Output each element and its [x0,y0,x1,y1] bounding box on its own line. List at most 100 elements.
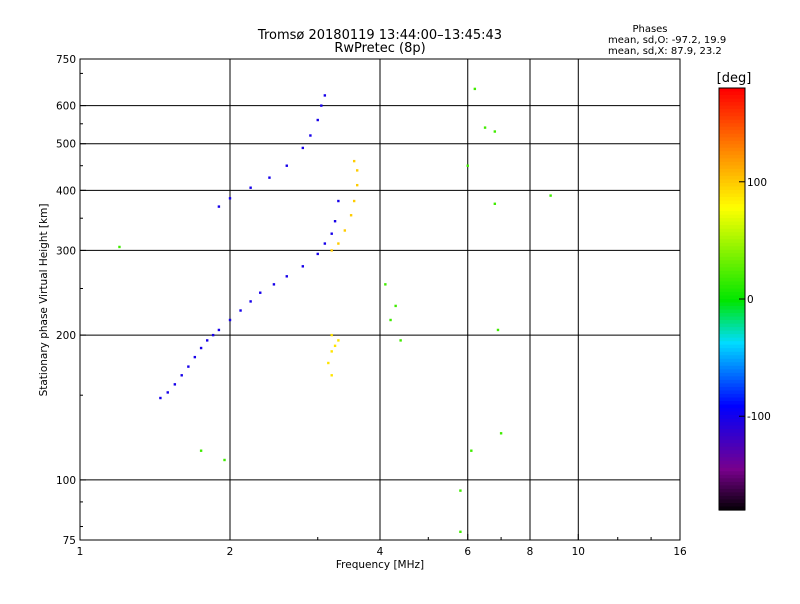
colorbar-band [719,393,745,399]
colorbar-band [719,232,745,237]
colorbar-band [719,306,745,311]
echo-point [493,130,497,133]
colorbar-band [719,355,745,360]
echo-point [355,183,359,187]
echo-point [301,146,305,150]
colorbar-band [719,400,745,406]
echo-point [180,374,183,377]
colorbar-band [719,274,745,279]
colorbar-band [719,495,745,501]
y-tick-label: 200 [56,330,76,342]
colorbar-band [719,460,745,465]
colorbar-band [719,95,745,100]
stats-line-o: mean, sd,O: -97.2, 19.9 [608,35,726,46]
colorbar-band [719,467,745,472]
echo-point [499,432,503,435]
colorbar-band [719,411,745,416]
colorbar-band [719,348,745,353]
colorbar-band [719,415,745,420]
echo-point [399,339,402,342]
echo-point [337,339,340,342]
colorbar-tick-label: -100 [747,411,771,423]
colorbar-band [719,144,745,149]
echo-point [217,328,221,332]
echo-point [384,283,387,286]
colorbar-band [719,379,745,384]
echo-point [249,300,252,303]
echo-point [323,94,327,97]
colorbar-band [719,193,745,198]
colorbar-label: [deg] [717,71,752,86]
echo-point [337,242,340,245]
echo-point [205,339,209,342]
colorbar-band [719,446,745,451]
colorbar-band [719,439,745,444]
colorbar-band [719,299,745,304]
colorbar-band [719,457,745,462]
y-tick-label: 100 [56,475,76,487]
colorbar-band [719,105,745,110]
y-tick-label: 500 [56,139,76,151]
colorbar-band [719,429,745,434]
colorbar-band [719,408,745,413]
colorbar-band [719,386,745,392]
colorbar-band [719,221,745,226]
echo-point [459,530,462,534]
colorbar-band [719,112,745,117]
colorbar-band [719,471,745,476]
colorbar-band [719,214,745,219]
echo-point [309,134,312,137]
colorbar-band [719,119,745,124]
colorbar-band [719,239,745,244]
x-axis-label: Frequency [MHz] [336,559,424,571]
colorbar-band [719,277,745,283]
colorbar-band [719,337,745,342]
echo-point [316,118,319,122]
colorbar-band [719,197,745,202]
echo-point [173,383,177,386]
colorbar-band [719,453,745,458]
colorbar-band [719,464,745,469]
colorbar-band [719,218,745,223]
colorbar-tick-label: 0 [747,294,754,306]
colorbar-band [719,320,745,325]
chart-title: Tromsø 20180119 13:44:00–13:45:43 [257,28,502,43]
echo-point [473,87,477,91]
echo-point [330,232,333,235]
colorbar-band [719,137,745,142]
colorbar-band [719,235,745,240]
echo-point [301,265,305,268]
colorbar-band [719,211,745,216]
y-tick-label: 750 [56,54,76,66]
colorbar-band [719,376,745,381]
colorbar-band [719,362,745,367]
echo-point [217,205,221,208]
echo-point [352,159,356,163]
colorbar-band [719,284,745,290]
colorbar-band [719,249,745,254]
echo-point [272,283,276,286]
colorbar-band [719,281,745,286]
colorbar-band [719,225,745,230]
echo-point [320,104,323,107]
colorbar-band [719,425,745,430]
colorbar-band [719,102,745,107]
echo-point [549,194,552,197]
echo-point [193,355,197,359]
colorbar-band [719,404,745,409]
colorbar-band [719,246,745,251]
colorbar-band [719,485,745,490]
echo-point [389,318,392,322]
echo-point [159,396,162,400]
colorbar-band [719,116,745,121]
echo-point [483,126,487,129]
colorbar-band [719,474,745,479]
echo-point [327,361,330,365]
colorbar-band [719,341,745,346]
colorbar-band [719,383,745,388]
echo-point [330,374,333,377]
echo-point [316,252,319,256]
echo-point [199,346,203,350]
colorbar-band [719,98,745,103]
stats-heading: Phases [632,24,667,35]
